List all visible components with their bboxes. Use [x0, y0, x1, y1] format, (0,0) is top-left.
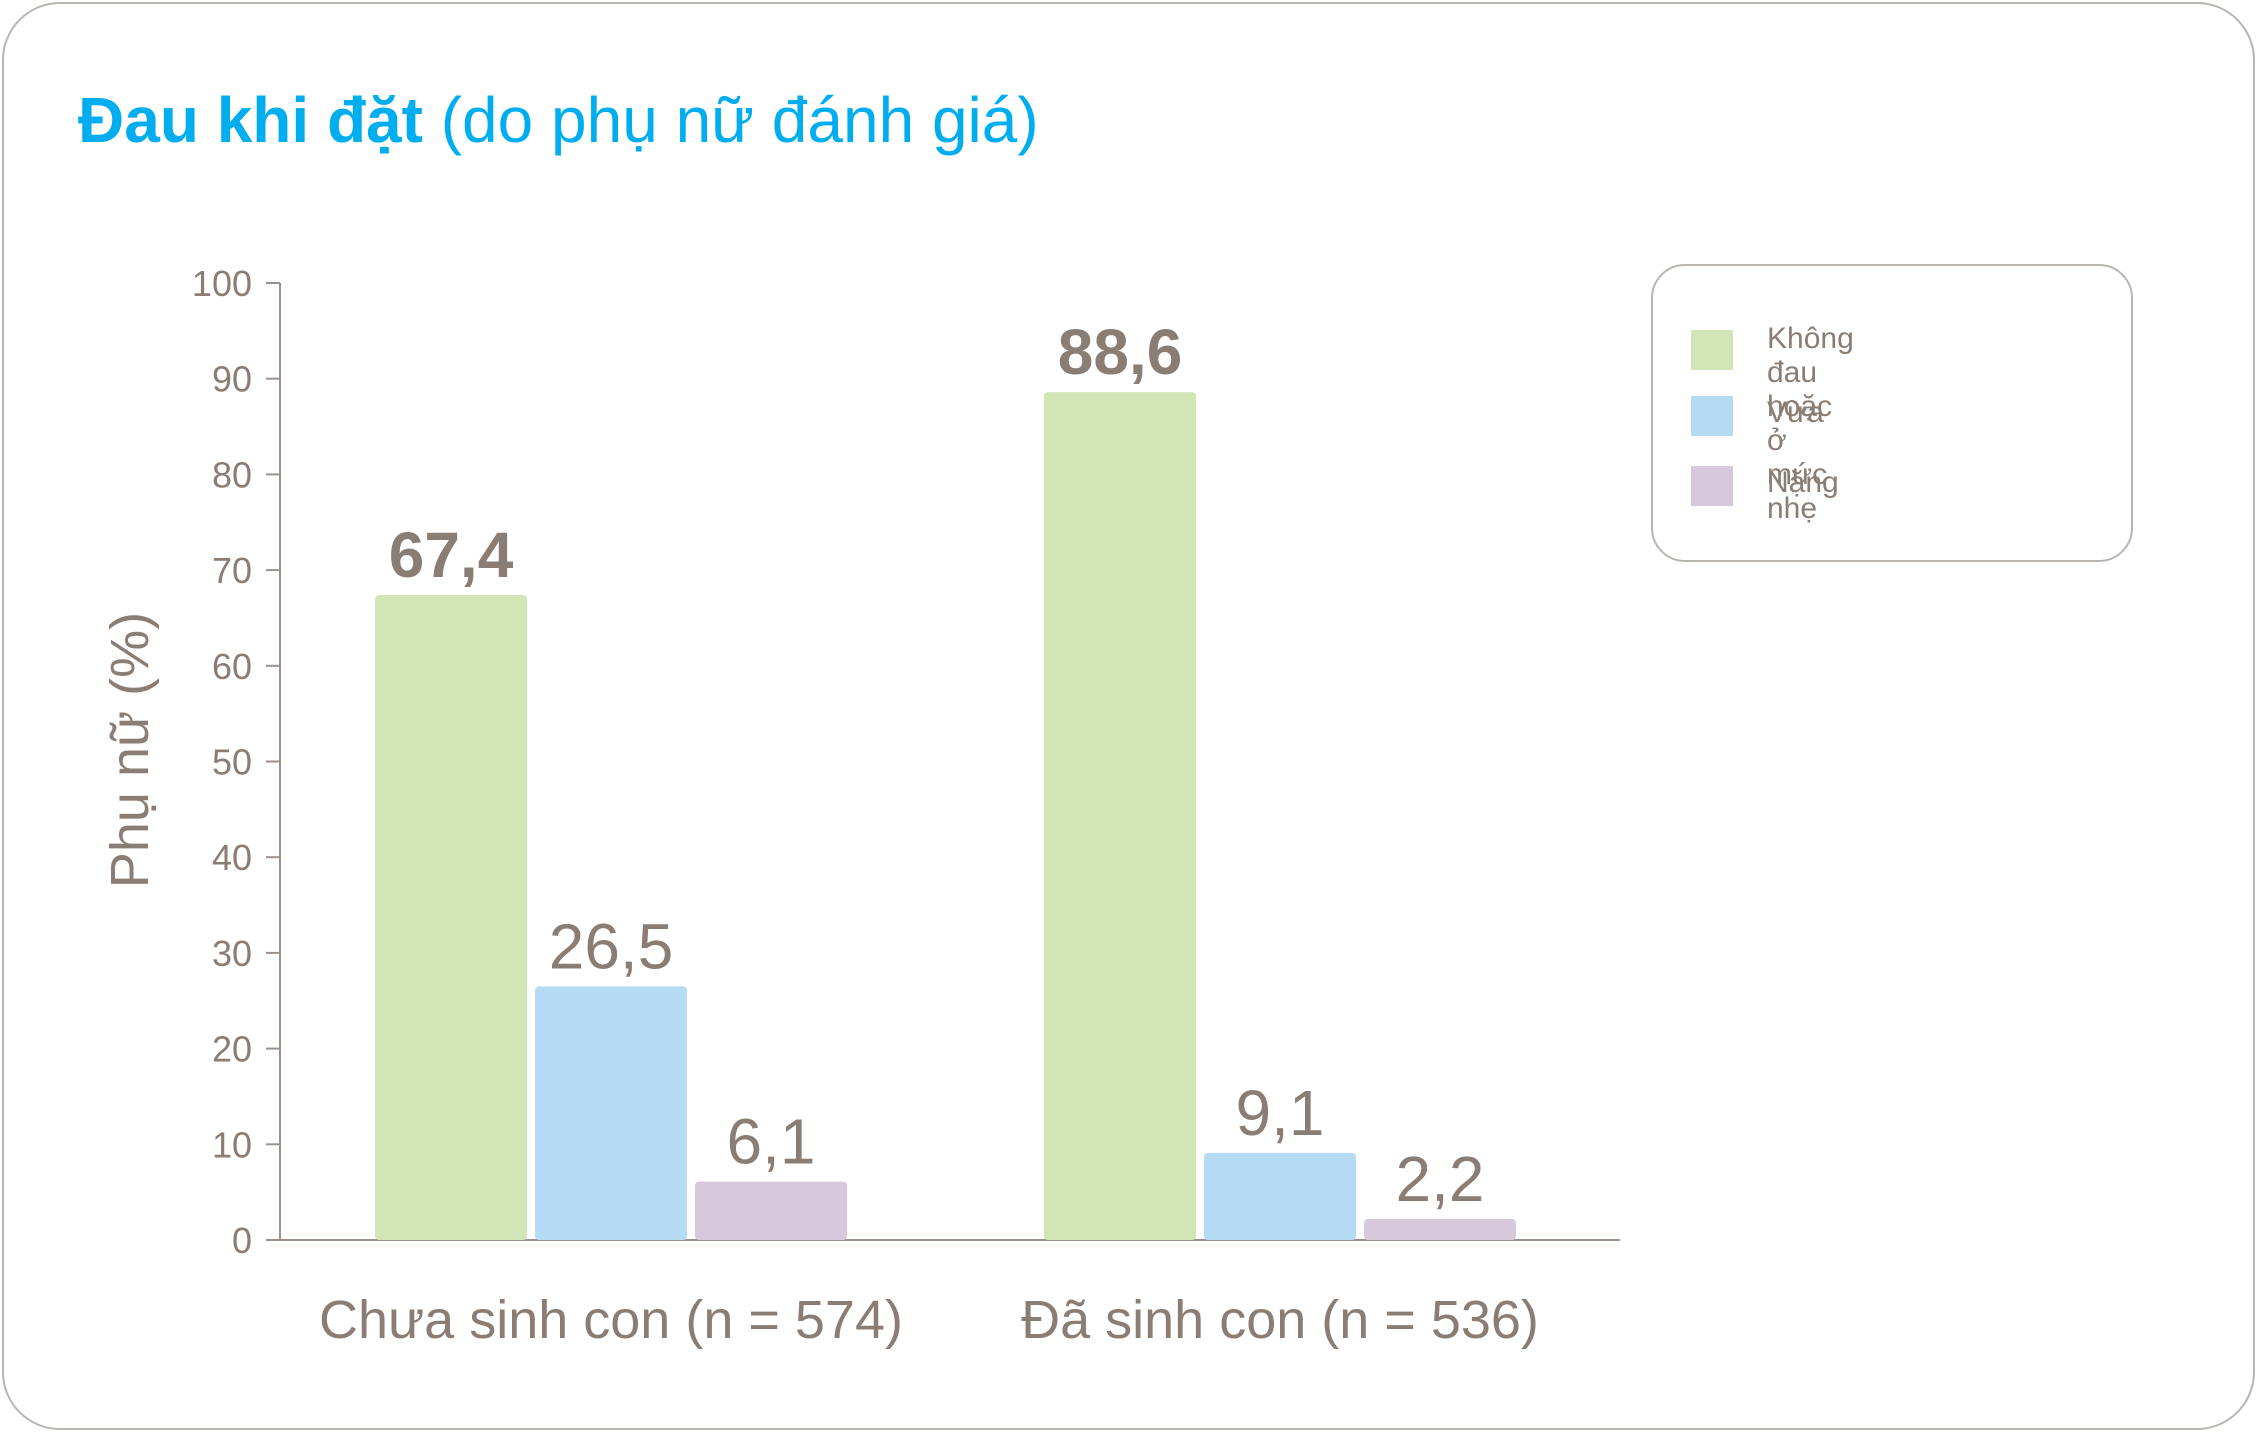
legend-swatch-series-2 — [1691, 396, 1733, 436]
bar-1-series-1 — [375, 594, 527, 1240]
y-tick-label-20: 20 — [212, 1029, 252, 1070]
legend-swatch-series-3 — [1691, 466, 1733, 506]
y-tick-label-80: 80 — [212, 454, 252, 495]
y-tick-label-60: 60 — [212, 646, 252, 687]
category-label-2: Đã sinh con (n = 536) — [1021, 1290, 1539, 1350]
chart-title-bold: Đau khi đặt — [78, 84, 423, 156]
chart-title-regular: (do phụ nữ đánh giá) — [422, 84, 1039, 156]
data-label-2-series-3: 2,2 — [1396, 1143, 1485, 1215]
data-label-2-series-1: 88,6 — [1058, 316, 1183, 388]
chart-title: Đau khi đặt (do phụ nữ đánh giá) — [78, 80, 1039, 160]
y-tick-label-30: 30 — [212, 933, 252, 974]
y-tick-label-100: 100 — [192, 263, 252, 304]
y-tick-label-70: 70 — [212, 550, 252, 591]
data-label-1-series-1: 67,4 — [389, 519, 514, 591]
chart-legend: Không đau hoặc ở mức nhẹ Vừa Nặng — [1651, 264, 2133, 562]
legend-swatch-series-1 — [1691, 330, 1733, 370]
data-label-1-series-3: 6,1 — [727, 1106, 816, 1178]
bar-2-series-2 — [1204, 1152, 1356, 1240]
category-label-1: Chưa sinh con (n = 574) — [319, 1290, 903, 1350]
y-tick-label-0: 0 — [232, 1220, 252, 1261]
y-tick-label-90: 90 — [212, 359, 252, 400]
bar-2-series-1 — [1044, 392, 1196, 1240]
y-tick-label-10: 10 — [212, 1124, 252, 1165]
y-tick-label-40: 40 — [212, 837, 252, 878]
bar-2-series-3 — [1364, 1218, 1516, 1240]
data-label-2-series-2: 9,1 — [1236, 1077, 1325, 1149]
bar-1-series-2 — [535, 986, 687, 1240]
legend-label-series-2: Vừa — [1767, 396, 1824, 429]
legend-label-series-3: Nặng — [1767, 466, 1839, 499]
y-tick-label-50: 50 — [212, 742, 252, 783]
legend-label-series-1: Không đau hoặc ở mức nhẹ — [1767, 322, 1854, 525]
data-label-1-series-2: 26,5 — [549, 910, 674, 982]
bar-1-series-3 — [695, 1181, 847, 1240]
y-axis-title: Phụ nữ (%) — [100, 612, 160, 888]
